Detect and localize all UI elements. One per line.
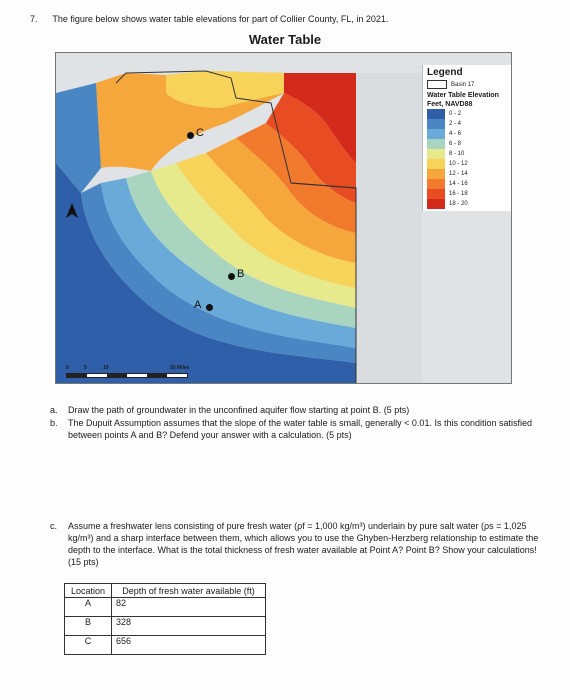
legend-class-row: 10 - 12 [427,159,511,169]
legend-class-label: 14 - 16 [449,181,468,187]
legend-class-label: 4 - 6 [449,131,462,137]
table-header-row: Location Depth of fresh water available … [64,583,266,598]
scale-label-0: 0 [66,365,69,371]
legend-class-row: 6 - 8 [427,139,511,149]
question-c: c. Assume a freshwater lens consisting o… [50,520,550,569]
question-7-intro: 7. The figure below shows water table el… [30,14,388,24]
legend-class-row: 14 - 16 [427,179,511,189]
point-b-label: B [237,268,245,280]
row-depth[interactable]: 328 [111,616,266,636]
legend-class-label: 2 - 4 [449,121,462,127]
question-a-letter: a. [50,405,58,415]
map-title: Water Table [248,32,322,47]
legend-class-row: 8 - 10 [427,149,511,159]
legend-classes: 0 - 2 2 - 4 4 - 6 6 - 8 8 - 10 10 - 12 12 - 14… [427,109,511,209]
scale-label-10: 10 [103,365,109,371]
legend-class-row: 4 - 6 [427,129,511,139]
legend-class-label: 12 - 14 [449,171,468,177]
legend-swatch [427,149,445,159]
row-location: C [64,635,112,655]
scale-label-20: 20 Miles [170,365,190,371]
question-a-text: Draw the path of groundwater in the unco… [68,405,410,415]
legend-class-label: 18 - 20 [449,201,468,207]
basin-swatch [427,80,447,89]
row-location: B [64,616,112,636]
water-table-map: C B A 0 5 10 20 Miles Legend Basin 17 Wa… [55,52,512,384]
legend-swatch [427,129,445,139]
header-depth: Depth of fresh water available (ft) [111,583,266,598]
map-legend: Legend Basin 17 Water Table Elevation Fe… [422,65,511,211]
question-b-text: The Dupuit Assumption assumes that the s… [68,418,532,440]
legend-swatch [427,159,445,169]
legend-swatch [427,139,445,149]
questions-ab: a. Draw the path of groundwater in the u… [50,404,550,442]
point-c-marker [187,132,194,139]
scale-bar: 0 5 10 20 Miles [66,365,206,379]
legend-heading-1: Water Table Elevation [427,92,499,99]
question-c-letter: c. [50,521,58,531]
legend-swatch [427,179,445,189]
legend-class-row: 18 - 20 [427,199,511,209]
question-text: The figure below shows water table eleva… [52,14,389,24]
question-b-letter: b. [50,418,58,428]
legend-class-row: 2 - 4 [427,119,511,129]
legend-class-label: 8 - 10 [449,151,465,157]
legend-swatch [427,189,445,199]
table-row: C 656 [64,635,266,655]
row-location: A [64,597,112,617]
legend-swatch [427,199,445,209]
row-depth[interactable]: 82 [111,597,266,617]
row-depth[interactable]: 656 [111,635,266,655]
question-b: b. The Dupuit Assumption assumes that th… [50,417,550,441]
legend-class-row: 12 - 14 [427,169,511,179]
legend-class-label: 0 - 2 [449,111,462,117]
legend-swatch [427,109,445,119]
question-a: a. Draw the path of groundwater in the u… [50,404,550,416]
table-row: B 328 [64,616,266,636]
legend-title: Legend [427,67,463,78]
legend-swatch [427,119,445,129]
question-number: 7. [30,14,38,24]
legend-swatch [427,169,445,179]
legend-class-label: 10 - 12 [449,161,468,167]
point-a-label: A [194,299,202,311]
legend-heading-2: Feet, NAVD88 [427,101,473,108]
scale-bar-graphic [66,373,188,378]
depth-table: Location Depth of fresh water available … [64,583,266,655]
legend-class-label: 6 - 8 [449,141,462,147]
header-location: Location [64,583,112,598]
legend-class-label: 16 - 18 [449,191,468,197]
legend-basin-entry: Basin 17 [427,80,511,89]
point-b-marker [228,273,235,280]
point-c-label: C [196,127,204,139]
question-c-text: Assume a freshwater lens consisting of p… [68,521,539,567]
table-row: A 82 [64,597,266,617]
basin-label: Basin 17 [451,81,475,88]
legend-class-row: 0 - 2 [427,109,511,119]
scale-label-5: 5 [84,365,87,371]
legend-class-row: 16 - 18 [427,189,511,199]
point-a-marker [206,304,213,311]
